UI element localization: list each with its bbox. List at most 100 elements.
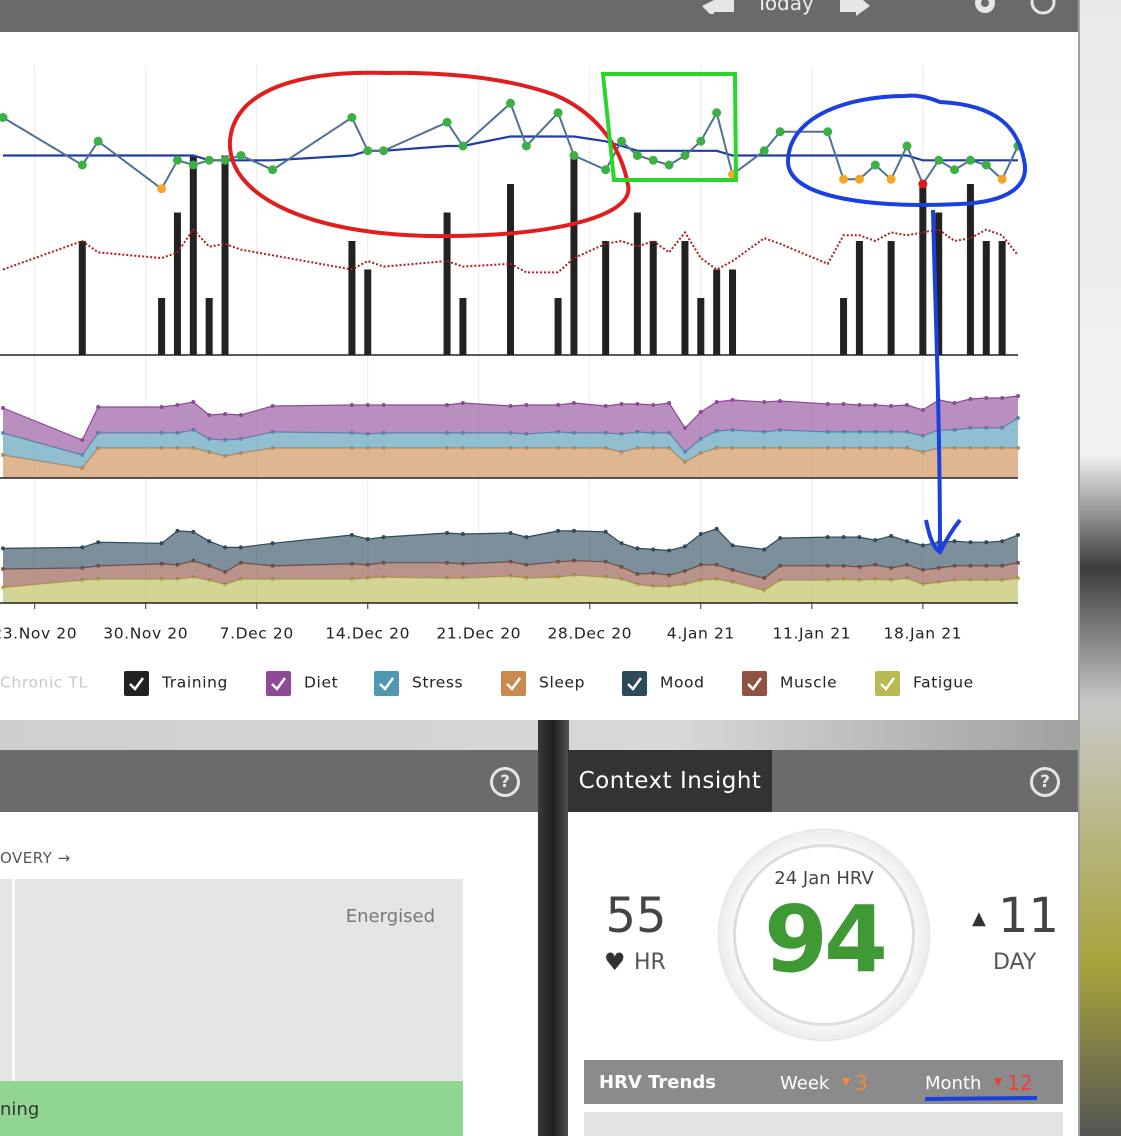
hrv-point[interactable] (347, 113, 357, 122)
area-point (96, 540, 101, 545)
training-bar (459, 298, 467, 355)
hrv-point[interactable] (759, 146, 769, 156)
hrv-point[interactable] (918, 179, 928, 189)
heart-icon: ♥ (604, 948, 626, 976)
day-value: 11 (998, 888, 1060, 944)
training-bar (998, 241, 1006, 355)
hrv-point[interactable] (77, 160, 87, 170)
legend-label[interactable]: Diet (304, 674, 338, 692)
hrv-point[interactable] (204, 155, 214, 165)
legend-checkbox[interactable] (374, 671, 399, 696)
hrv-point[interactable] (220, 155, 230, 165)
help-button[interactable]: ? (490, 767, 520, 797)
hrv-point[interactable] (506, 98, 515, 108)
area-point (952, 539, 957, 544)
hrv-point[interactable] (0, 113, 8, 122)
area-point (762, 400, 767, 404)
area-point (682, 426, 687, 430)
area-fill (3, 575, 1018, 603)
legend-checkbox[interactable] (266, 671, 291, 696)
area-point (889, 534, 894, 539)
hrv-point[interactable] (617, 136, 627, 146)
legend-checkbox[interactable] (622, 671, 647, 696)
hrv-point[interactable] (664, 160, 674, 170)
day-label: DAY (993, 950, 1037, 975)
area-point (984, 540, 989, 545)
hrv-point[interactable] (648, 155, 658, 165)
hrv-point[interactable] (569, 151, 579, 160)
area-point (159, 541, 164, 546)
hrv-point[interactable] (632, 151, 642, 160)
training-bar (443, 212, 451, 355)
legend-checkbox[interactable] (501, 671, 526, 696)
hrv-point[interactable] (965, 155, 975, 165)
area-fill (3, 448, 1018, 478)
help-button[interactable]: ? (1030, 767, 1060, 797)
hrv-point[interactable] (854, 174, 864, 184)
area-point (841, 535, 846, 540)
area-point (920, 543, 925, 548)
prev-arrow[interactable] (700, 0, 740, 14)
hrv-point[interactable] (696, 136, 706, 146)
legend-label[interactable]: Mood (660, 674, 705, 692)
hrv-point[interactable] (839, 174, 849, 184)
hrv-point[interactable] (188, 160, 198, 170)
area-point (80, 545, 85, 550)
legend-checkbox[interactable] (124, 671, 149, 696)
legend-label[interactable]: Stress (412, 674, 463, 692)
hrv-point[interactable] (712, 108, 722, 118)
area-point (365, 537, 370, 542)
area-fill (3, 560, 1018, 591)
hrv-point[interactable] (268, 165, 278, 175)
top-bar: Today (0, 0, 1078, 32)
hrv-point[interactable] (886, 174, 896, 184)
legend-checkbox[interactable] (875, 671, 900, 696)
legend-label[interactable]: Sleep (539, 674, 585, 692)
area-point (445, 403, 450, 407)
month-value: 12 (1007, 1071, 1033, 1095)
hrv-point[interactable] (680, 151, 690, 160)
hrv-point[interactable] (870, 160, 880, 170)
legend-label[interactable]: Training (161, 674, 228, 692)
blue-arrow (924, 209, 962, 555)
legend-label[interactable]: Chronic TL (0, 674, 88, 692)
next-arrow[interactable] (838, 0, 872, 16)
help-icon[interactable] (1028, 0, 1058, 16)
check-mark (627, 677, 643, 691)
hrv-point[interactable] (601, 165, 611, 175)
hrv-point[interactable] (775, 127, 785, 137)
settings-icon[interactable] (970, 0, 1000, 16)
area-point (619, 541, 624, 546)
hrv-point[interactable] (93, 136, 103, 146)
hrv-point[interactable] (902, 141, 912, 151)
zone-label: ning (0, 1099, 40, 1120)
hrv-point[interactable] (363, 146, 373, 156)
legend-label[interactable]: Muscle (780, 674, 837, 692)
hrv-point[interactable] (172, 155, 182, 165)
hrv-point[interactable] (442, 117, 452, 127)
area-point (365, 403, 370, 407)
red-circle (227, 70, 631, 239)
area-point (508, 530, 513, 535)
hrv-point[interactable] (997, 174, 1007, 184)
hrv-point[interactable] (981, 160, 991, 170)
area-point (651, 403, 656, 407)
legend-checkbox[interactable] (742, 671, 767, 696)
training-bar (935, 212, 943, 355)
hrv-point[interactable] (553, 108, 563, 118)
hrv-point[interactable] (379, 146, 389, 156)
week-label[interactable]: Week (780, 1073, 830, 1094)
hrv-point[interactable] (236, 151, 246, 160)
hrv-point[interactable] (157, 184, 167, 194)
hrv-value: 94 (763, 886, 888, 993)
area-point (571, 528, 576, 533)
hrv-point[interactable] (521, 141, 531, 151)
today-label[interactable]: Today (756, 0, 814, 15)
hrv-point[interactable] (950, 165, 960, 175)
hrv-point[interactable] (934, 155, 944, 165)
month-label[interactable]: Month (925, 1073, 982, 1094)
tab[interactable]: Context Insight (568, 750, 772, 812)
hrv-point[interactable] (458, 141, 468, 151)
hrv-point[interactable] (823, 127, 833, 137)
legend-label[interactable]: Fatigue (913, 674, 974, 692)
